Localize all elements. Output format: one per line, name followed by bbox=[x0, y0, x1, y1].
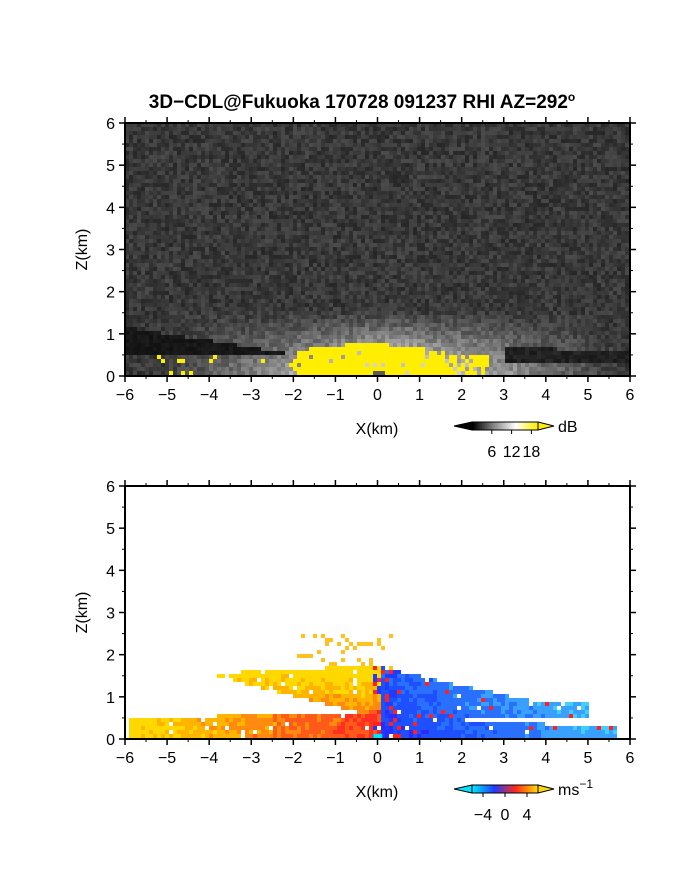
y-tick-label: 5 bbox=[106, 521, 115, 538]
x-tick-label: 1 bbox=[415, 750, 424, 767]
figure-title-superscript: o bbox=[568, 90, 575, 104]
y-tick-label: 5 bbox=[106, 158, 115, 175]
colorbar-unit-superscript: −1 bbox=[579, 777, 593, 791]
y-tick-label: 0 bbox=[106, 732, 115, 749]
colorbar-tick-label: 4 bbox=[523, 807, 532, 824]
y-axis-label: Z(km) bbox=[74, 592, 91, 634]
reflectivity-panel-ticks: −6 −5 −4 −3 −2 −1 0 1 2 3 4 5 6 0 1 2 3 4 5 6 bbox=[106, 116, 636, 404]
doppler-velocity-panel-colorbar: ms−1 −4 0 4 bbox=[453, 777, 593, 824]
doppler-velocity-panel-field bbox=[129, 634, 617, 739]
x-tick-label: 3 bbox=[499, 387, 508, 404]
x-tick-label: 6 bbox=[626, 750, 635, 767]
y-tick-label: 1 bbox=[106, 327, 115, 344]
y-tick-label: 6 bbox=[106, 479, 115, 496]
y-axis-label: Z(km) bbox=[74, 229, 91, 271]
doppler-velocity-panel: −6 −5 −4 −3 −2 −1 0 1 2 3 4 5 6 0 1 2 3 4 5 6 X(km) Z(km) ms−1… bbox=[74, 479, 636, 824]
x-tick-label: −6 bbox=[116, 750, 134, 767]
colorbar-tick-label: 12 bbox=[503, 444, 521, 461]
y-tick-label: 2 bbox=[106, 648, 115, 665]
x-tick-label: 4 bbox=[541, 387, 550, 404]
x-tick-label: 0 bbox=[373, 750, 382, 767]
colorbar-tick-label: 0 bbox=[501, 807, 510, 824]
near-zero-marker bbox=[373, 733, 383, 739]
colorbar-tick-label: −4 bbox=[474, 807, 492, 824]
x-tick-label: 4 bbox=[541, 750, 550, 767]
x-tick-label: −6 bbox=[116, 387, 134, 404]
colorbar-unit: ms−1 bbox=[558, 777, 593, 799]
x-tick-label: 5 bbox=[583, 387, 592, 404]
x-tick-label: 6 bbox=[626, 387, 635, 404]
y-tick-label: 2 bbox=[106, 285, 115, 302]
colorbar-unit: dB bbox=[558, 419, 578, 436]
doppler-velocity-panel-ticks: −6 −5 −4 −3 −2 −1 0 1 2 3 4 5 6 0 1 2 3 4 5 6 bbox=[106, 479, 636, 767]
x-tick-label: −5 bbox=[158, 387, 176, 404]
x-tick-label: −1 bbox=[326, 387, 344, 404]
x-tick-label: 2 bbox=[457, 750, 466, 767]
colorbar-tick-label: 18 bbox=[523, 444, 541, 461]
x-tick-label: 1 bbox=[415, 387, 424, 404]
reflectivity-panel-field bbox=[125, 123, 630, 376]
y-tick-label: 3 bbox=[106, 243, 115, 260]
y-tick-label: 4 bbox=[106, 200, 115, 217]
x-tick-label: −3 bbox=[242, 750, 260, 767]
x-tick-label: 5 bbox=[583, 750, 592, 767]
x-tick-label: −4 bbox=[200, 387, 218, 404]
x-axis-label: X(km) bbox=[356, 421, 399, 438]
y-tick-label: 3 bbox=[106, 606, 115, 623]
y-tick-label: 1 bbox=[106, 690, 115, 707]
x-tick-label: 3 bbox=[499, 750, 508, 767]
x-tick-label: −4 bbox=[200, 750, 218, 767]
figure-title: 3D−CDL@Fukuoka 170728 091237 RHI AZ=292o bbox=[149, 90, 576, 113]
y-tick-label: 0 bbox=[106, 369, 115, 386]
x-tick-label: −5 bbox=[158, 750, 176, 767]
colorbar-tick-label: 6 bbox=[487, 444, 496, 461]
figure-title-main: 3D−CDL@Fukuoka 170728 091237 RHI AZ=292 bbox=[149, 92, 568, 113]
x-tick-label: −2 bbox=[284, 387, 302, 404]
x-tick-label: −3 bbox=[242, 387, 260, 404]
y-tick-label: 4 bbox=[106, 563, 115, 580]
x-axis-label: X(km) bbox=[356, 784, 399, 801]
reflectivity-panel-colorbar: dB 6 12 18 bbox=[453, 419, 578, 461]
y-tick-label: 6 bbox=[106, 116, 115, 133]
x-tick-label: −2 bbox=[284, 750, 302, 767]
x-tick-label: 0 bbox=[373, 387, 382, 404]
x-tick-label: 2 bbox=[457, 387, 466, 404]
x-tick-label: −1 bbox=[326, 750, 344, 767]
